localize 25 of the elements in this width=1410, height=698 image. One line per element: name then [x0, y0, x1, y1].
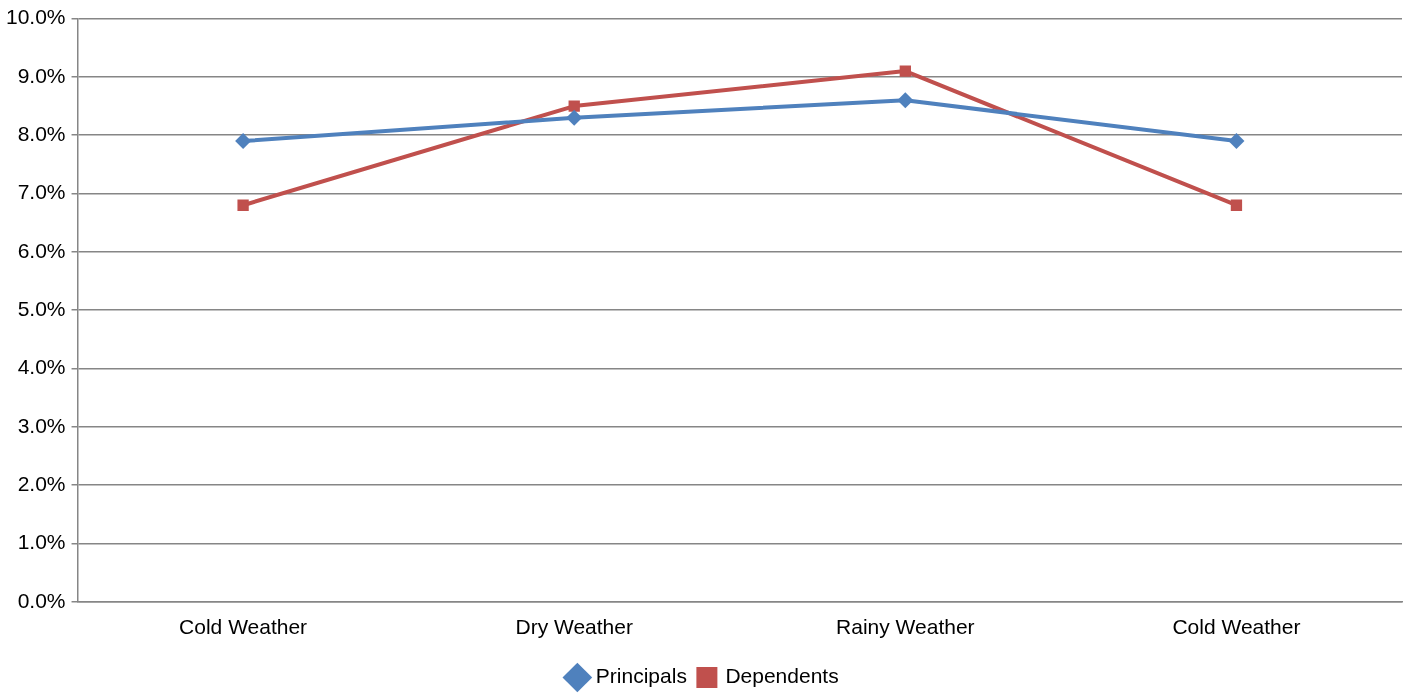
y-tick-label: 4.0% [17, 355, 66, 379]
point [1230, 199, 1243, 211]
y-tick-label: 5.0% [17, 297, 66, 320]
y-tick-label: 8.0% [17, 122, 66, 146]
y-tick-label: 3.0% [17, 413, 66, 437]
y-tick-label: 9.0% [17, 63, 66, 87]
point [235, 133, 252, 150]
point [1228, 133, 1245, 150]
y-tick-label: 1.0% [17, 530, 66, 554]
x-tick-label: Dry Weather [515, 615, 633, 639]
y-tick-label: 7.0% [17, 180, 66, 204]
x-tick-label: Rainy Weather [836, 615, 975, 639]
point [568, 100, 580, 112]
x-tick-label: Cold Weather [1172, 615, 1301, 639]
point [897, 92, 914, 109]
legend-label: Dependents [725, 664, 839, 688]
point [237, 199, 249, 211]
x-tick-label: Cold Weather [179, 615, 308, 639]
point [566, 109, 583, 126]
point [899, 65, 911, 77]
y-tick-label: 10.0% [6, 5, 66, 29]
y-tick-label: 0.0% [17, 588, 66, 612]
y-tick-label: 2.0% [17, 471, 66, 495]
y-tick-label: 6.0% [17, 238, 66, 262]
legend-label: Principals [595, 664, 687, 688]
